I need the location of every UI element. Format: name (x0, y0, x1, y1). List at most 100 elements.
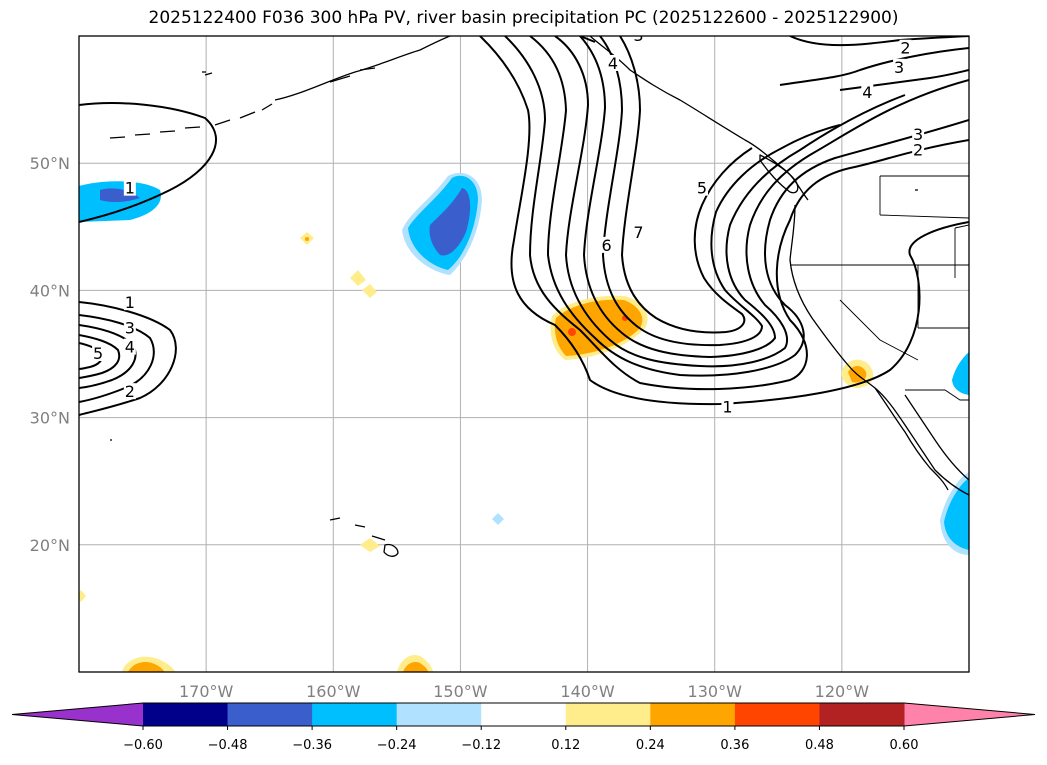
colorbar-tick-label: −0.48 (208, 738, 248, 753)
contour-label-bg (123, 179, 136, 196)
contour-label: 4 (125, 338, 135, 357)
contour-label-bg (92, 345, 105, 361)
map-background (79, 36, 969, 672)
colorbar-segment (481, 703, 567, 726)
small-islands (110, 71, 918, 441)
contour-label-bg (123, 338, 136, 355)
positive-anomaly-spot (362, 284, 377, 298)
map-title: 2025122400 F036 300 hPa PV, river basin … (148, 8, 899, 28)
positive-anomaly-spot (305, 237, 309, 241)
colorbar-tick-label: −0.60 (123, 738, 163, 753)
pv-contour-2 (504, 36, 969, 391)
colorbar-tick-label: 0.48 (805, 738, 834, 753)
contour-label: 1 (722, 397, 732, 416)
pv-contour-5 (579, 36, 906, 359)
contour-label-bg (696, 179, 708, 196)
lon-tick-label: 170°W (179, 682, 234, 701)
contour-label: 2 (900, 39, 910, 58)
lon-tick-label: 140°W (560, 682, 615, 701)
contour-label: 4 (862, 83, 872, 102)
us-state-borders (790, 176, 969, 361)
pv-contour-4-cutoff (79, 334, 121, 379)
contour-label-bg (632, 36, 645, 43)
contour-label: 5 (697, 179, 707, 198)
pv-contour-1-cutoff (79, 301, 177, 416)
contour-label-bg (607, 54, 619, 71)
contour-label: 1 (125, 293, 135, 312)
alaska-coast (274, 36, 451, 101)
negative-anomaly-central-core (429, 188, 471, 256)
contour-label: 6 (602, 236, 612, 255)
contour-label: 3 (125, 319, 135, 338)
contour-label-bg (123, 383, 136, 400)
colorbar-segment (312, 703, 398, 726)
alaska-peninsula (204, 67, 376, 83)
lat-tick-label: 20°N (30, 536, 70, 555)
positive-anomaly-south-core (403, 662, 428, 672)
positive-anomaly-spot (360, 538, 380, 552)
contour-label-bg (899, 39, 912, 56)
political-borders (790, 175, 969, 401)
positive-anomaly-south-core (128, 662, 164, 672)
contour-label-bg (123, 319, 136, 336)
contour-label: 3 (894, 58, 904, 77)
baja-california (874, 387, 949, 491)
contour-label: 2 (913, 140, 923, 159)
colorbar-segment (734, 703, 820, 726)
pv-contour-3-northeast (779, 47, 969, 86)
lat-tick-label: 40°N (30, 281, 70, 300)
contour-label-bg (912, 141, 925, 158)
hawaiian-islands (329, 517, 399, 557)
contour-label-bg (721, 398, 734, 415)
mexico-coast (904, 394, 969, 481)
contour-label-bg (123, 294, 136, 311)
colorbar-tick-label: 0.12 (551, 738, 580, 753)
pv-contour-6 (599, 36, 841, 347)
contour-label: 4 (608, 54, 618, 73)
lon-tick-label: 160°W (306, 682, 361, 701)
lon-tick-label: 150°W (433, 682, 488, 701)
positive-anomaly-offshore-core (568, 328, 576, 336)
pv-contour-5-cutoff (79, 342, 104, 370)
colorbar-tick-label: 0.24 (636, 738, 665, 753)
latitude-tick-labels: 50°N 40°N 30°N 20°N (30, 154, 70, 555)
lat-tick-label: 50°N (30, 154, 70, 173)
us-mexico-border (905, 389, 969, 401)
pv-contour-2-cutoff (79, 314, 155, 403)
colorbar-tick-label: 0.36 (720, 738, 749, 753)
negative-anomaly-east-core (944, 478, 969, 550)
pv-contour-3 (529, 36, 969, 377)
contour-label: 1 (125, 179, 135, 198)
contour-label-bg (632, 224, 645, 241)
contour-label-bg (912, 126, 925, 143)
colorbar-segment (396, 703, 482, 726)
colorbar-segment (227, 703, 313, 726)
contour-label: 3 (913, 125, 923, 144)
contour-label: 7 (633, 223, 643, 242)
colorbar-tick-label: 0.60 (890, 738, 919, 753)
colorbar-segment (819, 703, 905, 726)
negative-anomaly-west-core (100, 188, 140, 203)
contour-label: 5 (93, 344, 103, 363)
pv-contour-1 (479, 36, 969, 406)
map-frame (78, 35, 970, 673)
colorbar-extend-high (904, 703, 1035, 726)
contour-label-bg (893, 58, 906, 75)
positive-anomaly-spot (350, 270, 366, 286)
colorbar-segment (650, 703, 736, 726)
pv-contour-1-west (79, 102, 217, 223)
colorbar-tick-label: −0.36 (292, 738, 332, 753)
positive-anomaly-spot (79, 590, 86, 602)
negative-anomaly-spot (492, 513, 504, 525)
aleutian-islands (109, 103, 273, 139)
colorbar-tick-label: −0.12 (461, 738, 501, 753)
pv-contour-4 (554, 36, 969, 368)
contour-label-bg (600, 236, 613, 253)
precip-shading (79, 172, 969, 672)
longitude-tick-labels: 170°W 160°W 150°W 140°W 130°W 120°W (179, 682, 869, 701)
colorbar-tick-labels: −0.60 −0.48 −0.36 −0.24 −0.12 0.12 0.24 0.36 0.4… (123, 726, 918, 753)
contour-label: 2 (125, 382, 135, 401)
colorbar-extend-low (12, 703, 143, 726)
contour-label-bg (861, 84, 874, 101)
